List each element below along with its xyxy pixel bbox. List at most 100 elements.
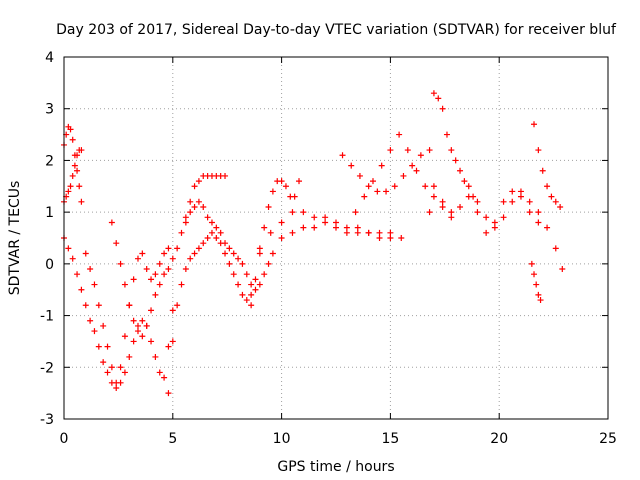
data-point [204, 235, 211, 241]
data-point [113, 240, 120, 247]
data-point [491, 219, 498, 226]
data-point [548, 193, 555, 200]
data-point [182, 214, 189, 221]
data-point [426, 209, 433, 216]
data-point [78, 198, 85, 205]
y-tick-label: -2 [40, 360, 54, 376]
data-point [322, 214, 329, 221]
data-point [204, 214, 211, 221]
data-point [391, 183, 398, 190]
data-point [400, 172, 407, 179]
data-point [387, 229, 394, 236]
data-point [457, 203, 464, 210]
data-point [248, 291, 255, 298]
data-point [474, 198, 481, 205]
data-point [361, 193, 368, 200]
data-point [78, 286, 85, 293]
data-point [71, 162, 78, 169]
data-point [374, 188, 381, 195]
data-point [500, 214, 507, 221]
y-tick-label: 2 [45, 153, 54, 169]
data-point [243, 297, 250, 304]
series-sat-track-14 [430, 183, 542, 236]
data-point [448, 209, 455, 216]
data-point [409, 162, 416, 169]
series-sat-track-17 [528, 260, 544, 304]
data-point [213, 235, 220, 241]
data-point [91, 281, 98, 288]
y-axis-label: SDTVAR / TECUs [7, 181, 23, 296]
chart-title: Day 203 of 2017, Sidereal Day-to-day VTE… [56, 22, 617, 38]
x-tick-label: 25 [599, 431, 617, 447]
data-point [195, 198, 202, 205]
data-point [265, 260, 272, 267]
data-point [169, 338, 176, 345]
data-point [95, 343, 102, 350]
x-tick-label: 5 [168, 431, 177, 447]
data-point [343, 224, 350, 231]
x-tick-label: 15 [381, 431, 399, 447]
data-point [226, 260, 233, 267]
data-point [222, 250, 229, 257]
data-point [413, 167, 420, 174]
data-point [474, 209, 481, 216]
ticks-layer: 0 5 10 15 20 25 -3 -2 -1 0 1 2 3 4 [40, 50, 617, 447]
data-point [230, 250, 237, 257]
y-tick-label: -3 [40, 412, 54, 428]
series-sat-track-16 [531, 121, 564, 210]
data-point [269, 188, 276, 195]
data-point [76, 183, 83, 190]
data-point [531, 271, 538, 278]
data-point [443, 131, 450, 138]
data-point [74, 167, 81, 174]
data-point [139, 317, 146, 324]
data-point [69, 172, 76, 179]
data-point [517, 188, 524, 195]
data-point [333, 224, 339, 231]
plot-frame [63, 56, 609, 420]
data-point [69, 136, 76, 143]
data-point [200, 240, 207, 247]
data-point [354, 224, 361, 231]
data-point [65, 245, 72, 252]
data-point [311, 214, 318, 221]
data-point [376, 229, 383, 236]
data-point [356, 172, 363, 179]
data-point [174, 245, 181, 252]
data-point [509, 198, 516, 205]
data-point [239, 291, 246, 298]
data-point [300, 224, 307, 231]
data-point [535, 209, 542, 216]
data-point [278, 178, 285, 185]
marks-layer [61, 90, 566, 397]
y-tick-label: -1 [40, 309, 54, 325]
data-point [182, 219, 189, 226]
data-point [256, 245, 263, 252]
data-point [134, 255, 141, 262]
data-point [559, 266, 566, 273]
data-point [500, 198, 507, 205]
data-point [404, 147, 411, 154]
data-point [296, 178, 303, 185]
data-point [208, 229, 215, 236]
data-point [217, 229, 224, 236]
data-point [352, 209, 359, 216]
data-point [208, 219, 215, 226]
data-point [333, 219, 339, 226]
data-point [256, 281, 263, 288]
series-sat-track-11 [339, 147, 433, 195]
data-point [134, 328, 141, 335]
data-point [67, 126, 74, 133]
data-point [143, 322, 150, 329]
data-point [222, 240, 229, 247]
data-point [148, 338, 155, 345]
data-point [465, 193, 472, 200]
data-point [156, 281, 163, 288]
data-point [195, 178, 202, 185]
data-point [165, 343, 172, 350]
data-point [422, 183, 429, 190]
data-point [348, 162, 355, 169]
data-point [439, 198, 446, 205]
data-point [161, 271, 168, 278]
